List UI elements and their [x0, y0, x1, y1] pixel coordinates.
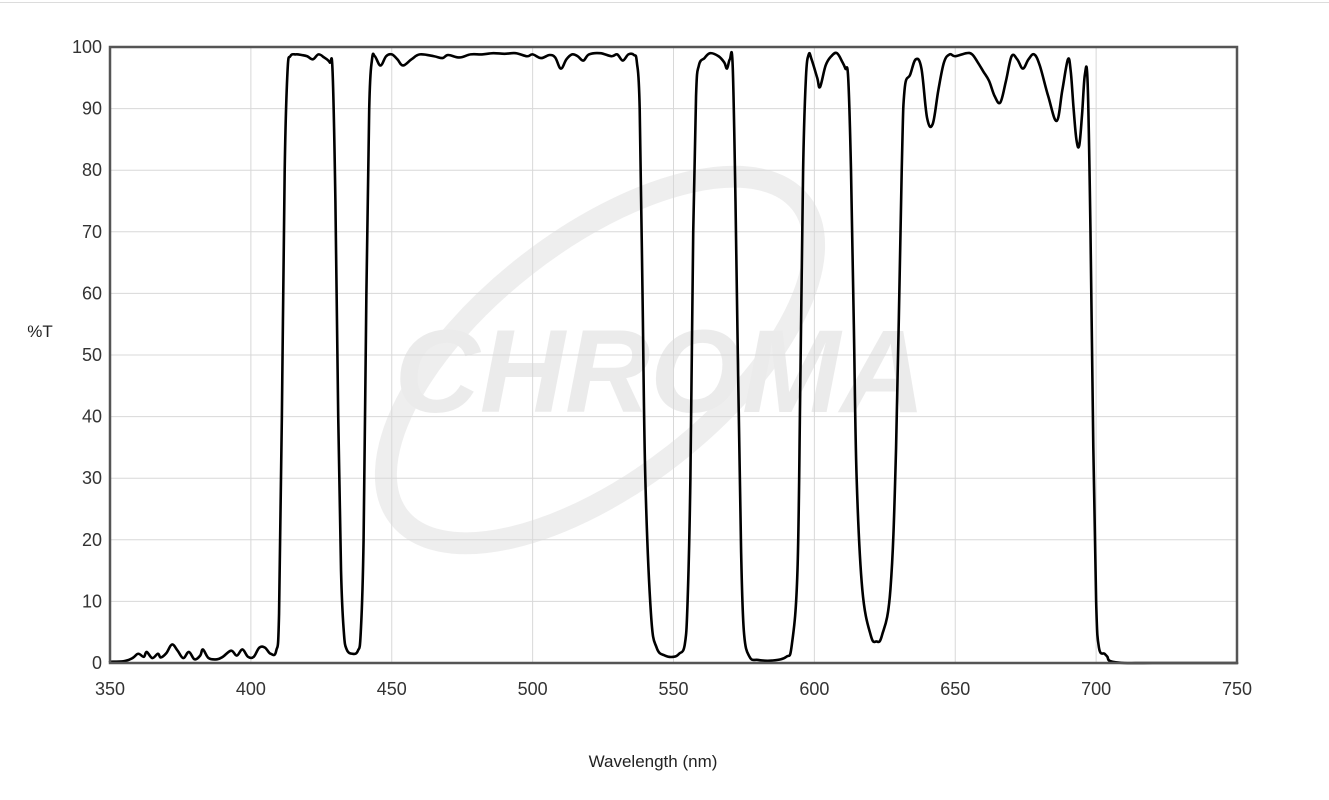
- x-tick-label: 600: [799, 679, 829, 699]
- y-tick-label: 60: [82, 283, 102, 303]
- y-tick-label: 0: [92, 653, 102, 673]
- y-axis-ticks: 0 10 20 30 40 50 60 70 80 90 100: [72, 37, 102, 673]
- chroma-watermark: CHROMA: [374, 165, 926, 555]
- y-tick-label: 100: [72, 37, 102, 57]
- transmission-curve: [108, 50, 1239, 665]
- y-tick-label: 10: [82, 591, 102, 611]
- x-tick-label: 650: [940, 679, 970, 699]
- x-axis-label: Wavelength (nm): [589, 752, 718, 771]
- x-tick-label: 500: [518, 679, 548, 699]
- y-axis-label: %T: [27, 322, 53, 341]
- watermark-text: CHROMA: [395, 306, 926, 438]
- x-tick-label: 450: [377, 679, 407, 699]
- plot-frame: [108, 45, 1239, 665]
- y-tick-label: 30: [82, 468, 102, 488]
- x-tick-label: 750: [1222, 679, 1252, 699]
- y-tick-label: 90: [82, 99, 102, 119]
- x-tick-label: 700: [1081, 679, 1111, 699]
- x-tick-label: 400: [236, 679, 266, 699]
- x-axis-ticks: 350 400 450 500 550 600 650 700 750: [95, 679, 1252, 699]
- y-tick-label: 70: [82, 222, 102, 242]
- y-tick-label: 80: [82, 160, 102, 180]
- y-tick-label: 40: [82, 407, 102, 427]
- x-tick-label: 550: [658, 679, 688, 699]
- y-tick-label: 20: [82, 530, 102, 550]
- top-rule: [0, 2, 1329, 3]
- x-tick-label: 350: [95, 679, 125, 699]
- y-tick-label: 50: [82, 345, 102, 365]
